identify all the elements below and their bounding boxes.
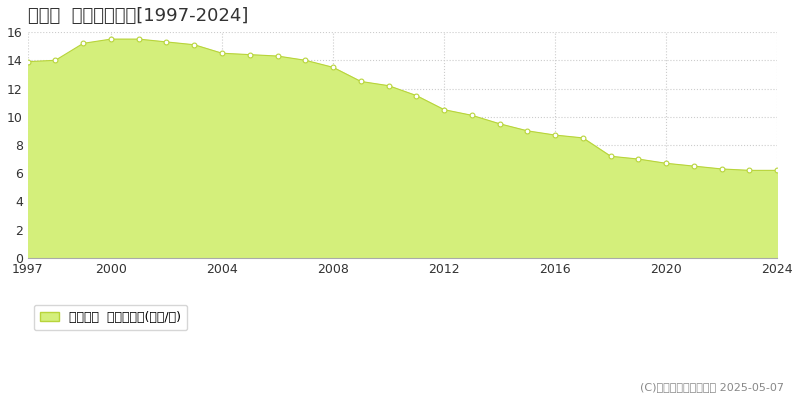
Point xyxy=(410,92,422,99)
Point xyxy=(660,160,673,166)
Point xyxy=(160,39,173,45)
Point xyxy=(382,82,395,89)
Point xyxy=(577,135,590,141)
Point xyxy=(271,53,284,59)
Point xyxy=(216,50,229,56)
Point xyxy=(632,156,645,162)
Point xyxy=(105,36,118,42)
Point xyxy=(326,64,339,70)
Point xyxy=(604,153,617,160)
Text: 由良町  基準地価推移[1997-2024]: 由良町 基準地価推移[1997-2024] xyxy=(28,7,248,25)
Point xyxy=(743,167,756,174)
Point xyxy=(22,58,34,65)
Point xyxy=(243,52,256,58)
Point xyxy=(687,163,700,169)
Legend: 基準地価  平均坪単価(万円/坪): 基準地価 平均坪単価(万円/坪) xyxy=(34,305,187,330)
Point xyxy=(188,42,201,48)
Point xyxy=(549,132,562,138)
Point xyxy=(715,166,728,172)
Point xyxy=(438,106,450,113)
Point xyxy=(494,120,506,127)
Point xyxy=(49,57,62,64)
Text: (C)土地価格ドットコム 2025-05-07: (C)土地価格ドットコム 2025-05-07 xyxy=(640,382,784,392)
Point xyxy=(466,112,478,118)
Point xyxy=(354,78,367,85)
Point xyxy=(771,167,784,174)
Point xyxy=(521,128,534,134)
Point xyxy=(299,57,312,64)
Point xyxy=(77,40,90,46)
Point xyxy=(132,36,145,42)
